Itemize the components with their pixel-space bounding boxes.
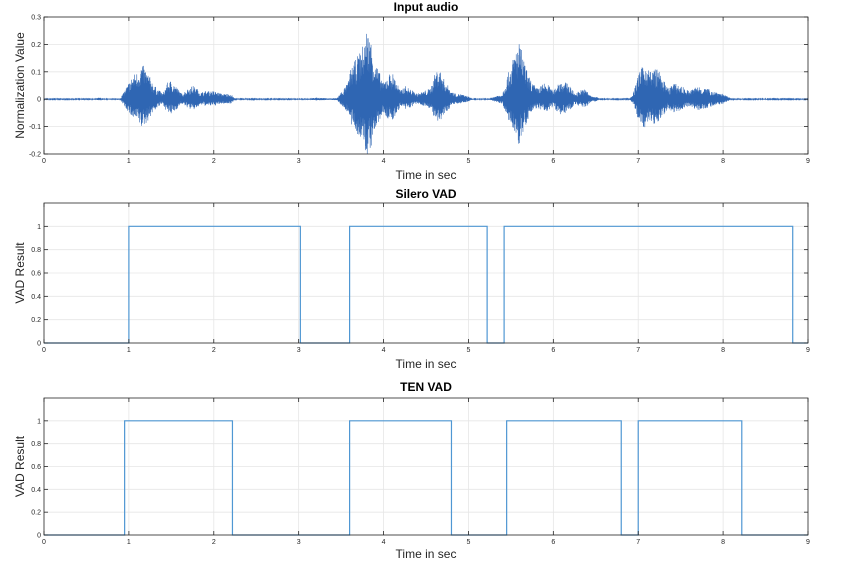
tick-layer-silero-vad: 0 1 2 3 4 5 6 7 8 9 0 0.2 0.4 0.6 0.8 1 bbox=[31, 203, 810, 354]
x-tick-label: 7 bbox=[636, 539, 640, 546]
x-tick-label: 9 bbox=[806, 539, 810, 546]
y-tick-label: 0.2 bbox=[31, 42, 41, 49]
tick-layer-input-audio: 0 1 2 3 4 5 6 7 8 9 -0.2 -0.1 0 0.1 0.2 0.3 bbox=[29, 15, 810, 166]
y-tick-label: 0.6 bbox=[31, 271, 41, 278]
chart-title-silero-vad: Silero VAD bbox=[395, 187, 456, 201]
x-tick-label: 8 bbox=[721, 539, 725, 546]
grid-layer-input-audio bbox=[43, 16, 809, 155]
x-tick-label: 6 bbox=[551, 158, 555, 165]
y-tick-label: 0.6 bbox=[31, 464, 41, 471]
x-axis-label-input-audio: Time in sec bbox=[396, 168, 457, 182]
tick-layer-ten-vad: 0 1 2 3 4 5 6 7 8 9 0 0.2 0.4 0.6 0.8 1 bbox=[31, 398, 810, 546]
x-tick-label: 0 bbox=[42, 158, 46, 165]
y-tick-label: 0.2 bbox=[31, 510, 41, 517]
x-axis-label-ten-vad: Time in sec bbox=[396, 547, 457, 561]
y-tick-label: -0.1 bbox=[29, 124, 41, 131]
vad-series-line bbox=[44, 225, 808, 344]
x-tick-label: 7 bbox=[636, 158, 640, 165]
x-tick-label: 7 bbox=[636, 347, 640, 354]
y-tick-label: 0 bbox=[37, 97, 41, 104]
x-tick-label: 3 bbox=[297, 158, 301, 165]
x-tick-label: 3 bbox=[297, 347, 301, 354]
y-tick-label: 0.1 bbox=[31, 69, 41, 76]
line-layer-ten-vad bbox=[44, 420, 808, 536]
x-tick-label: 4 bbox=[382, 347, 386, 354]
x-tick-label: 5 bbox=[466, 539, 470, 546]
y-tick-label: 0 bbox=[37, 533, 41, 540]
y-tick-label: -0.2 bbox=[29, 152, 41, 159]
vad-series-line bbox=[44, 420, 808, 536]
x-tick-label: 2 bbox=[212, 347, 216, 354]
x-tick-label: 8 bbox=[721, 158, 725, 165]
x-tick-label: 9 bbox=[806, 347, 810, 354]
x-tick-label: 6 bbox=[551, 347, 555, 354]
x-tick-label: 4 bbox=[382, 158, 386, 165]
grid-layer-ten-vad bbox=[43, 398, 809, 536]
x-tick-label: 5 bbox=[466, 158, 470, 165]
y-tick-label: 0.4 bbox=[31, 487, 41, 494]
panel-silero-vad: 0 1 2 3 4 5 6 7 8 9 0 0.2 0.4 0.6 0.8 1 Silero VAD Time… bbox=[13, 187, 810, 371]
panel-input-audio: 0 1 2 3 4 5 6 7 8 9 -0.2 -0.1 0 0.1 0.2 0.3 Input audio… bbox=[13, 0, 810, 182]
y-axis-label-silero-vad: VAD Result bbox=[13, 242, 27, 304]
grid-layer-silero-vad bbox=[43, 203, 809, 344]
x-tick-label: 8 bbox=[721, 347, 725, 354]
x-tick-label: 1 bbox=[127, 347, 131, 354]
x-tick-label: 6 bbox=[551, 539, 555, 546]
y-tick-label: 0.3 bbox=[31, 15, 41, 22]
line-layer-silero-vad bbox=[44, 225, 808, 344]
x-tick-label: 0 bbox=[42, 347, 46, 354]
panel-ten-vad: 0 1 2 3 4 5 6 7 8 9 0 0.2 0.4 0.6 0.8 1 TEN VAD Time in… bbox=[13, 380, 810, 561]
x-tick-label: 1 bbox=[127, 158, 131, 165]
chart-title-input-audio: Input audio bbox=[394, 0, 459, 14]
y-tick-label: 0 bbox=[37, 341, 41, 348]
y-axis-label-ten-vad: VAD Result bbox=[13, 435, 27, 497]
waveform-series bbox=[43, 33, 809, 154]
waveform-layer bbox=[43, 33, 809, 154]
x-tick-label: 9 bbox=[806, 158, 810, 165]
x-tick-label: 0 bbox=[42, 539, 46, 546]
x-tick-label: 1 bbox=[127, 539, 131, 546]
y-tick-label: 0.4 bbox=[31, 294, 41, 301]
x-tick-label: 5 bbox=[466, 347, 470, 354]
y-tick-label: 0.8 bbox=[31, 247, 41, 254]
y-tick-label: 0.2 bbox=[31, 317, 41, 324]
x-tick-label: 4 bbox=[382, 539, 386, 546]
x-axis-label-silero-vad: Time in sec bbox=[396, 357, 457, 371]
y-axis-label-input-audio: Normalization Value bbox=[13, 32, 27, 139]
x-tick-label: 2 bbox=[212, 158, 216, 165]
y-tick-label: 0.8 bbox=[31, 441, 41, 448]
y-tick-label: 1 bbox=[37, 418, 41, 425]
axes-box-input-audio bbox=[43, 16, 809, 155]
y-tick-label: 1 bbox=[37, 224, 41, 231]
chart-title-ten-vad: TEN VAD bbox=[400, 380, 452, 394]
x-tick-label: 3 bbox=[297, 539, 301, 546]
x-tick-label: 2 bbox=[212, 539, 216, 546]
